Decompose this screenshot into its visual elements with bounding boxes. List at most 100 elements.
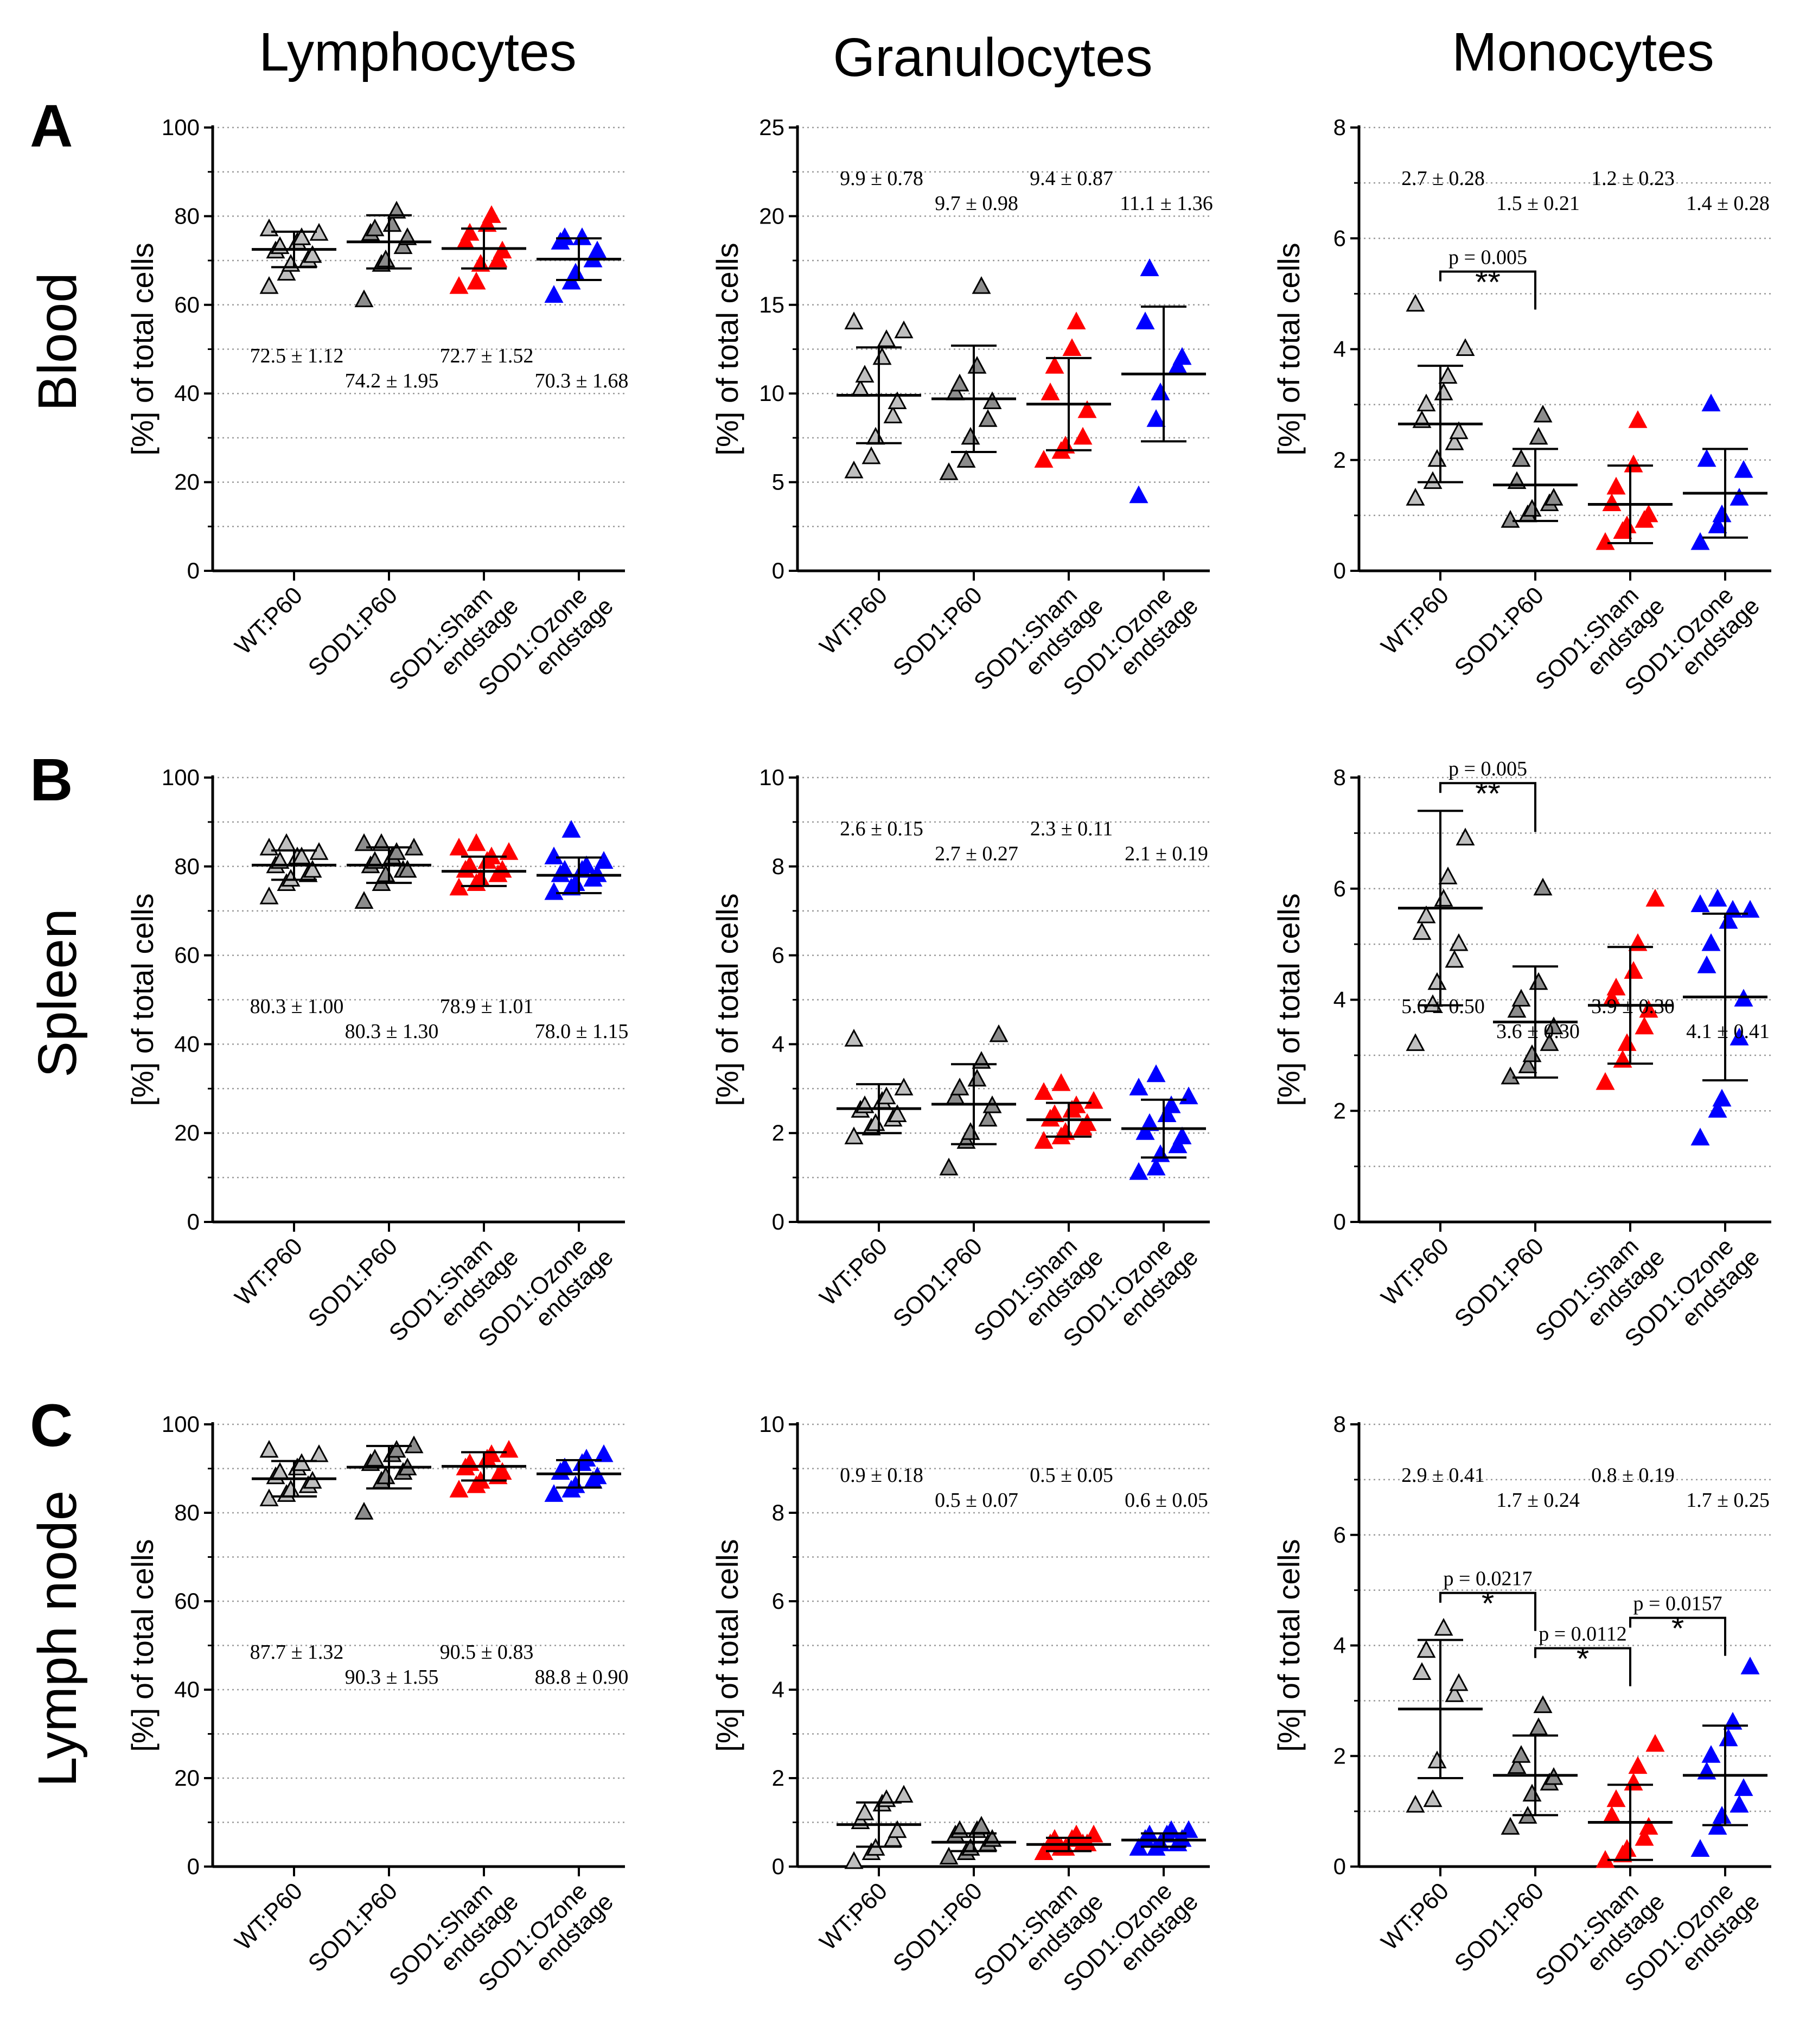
data-point: [577, 1449, 596, 1467]
data-point: [1602, 493, 1622, 511]
stat-label-sod1-sham: 1.2 ± 0.23: [1591, 167, 1675, 190]
data-point: [950, 1078, 969, 1096]
stat-label-sod1-ozone: 11.1 ± 1.36: [1120, 192, 1212, 215]
data-point: [1701, 1745, 1721, 1763]
data-point: [1034, 1082, 1054, 1100]
data-point: [1730, 488, 1749, 506]
data-point: [1690, 1839, 1710, 1857]
data-point: [281, 254, 301, 272]
data-point: [950, 373, 969, 392]
data-point: [292, 1453, 311, 1471]
stat-label-sod1-p60: 90.3 ± 1.55: [345, 1666, 439, 1689]
data-point: [1449, 933, 1469, 951]
series-wt-p60: [837, 1029, 921, 1144]
x-tick-label-line: SOD1:P60: [888, 1233, 987, 1332]
data-point: [1406, 1033, 1425, 1051]
stat-label-wt-p60: 2.9 ± 0.41: [1401, 1464, 1485, 1487]
significance-stars: *: [1671, 1610, 1684, 1647]
bracket-line: [1439, 782, 1536, 832]
y-tick-label: 60: [174, 1588, 200, 1614]
data-point: [1708, 889, 1727, 907]
stat-label-sod1-p60: 1.5 ± 0.21: [1496, 192, 1580, 215]
significance-stars: **: [1475, 264, 1501, 301]
data-point: [1416, 1640, 1436, 1658]
y-tick-label: 6: [772, 1588, 784, 1614]
row-letters: A B C: [30, 93, 73, 1459]
data-point: [1412, 922, 1432, 940]
y-tick-label: 20: [759, 203, 784, 228]
data-point: [1701, 933, 1721, 951]
y-axis-label: [%] of total cells: [710, 893, 744, 1106]
data-point: [1690, 532, 1710, 550]
data-point: [1412, 1662, 1432, 1680]
series-wt-p60: [1398, 1618, 1483, 1813]
data-point: [961, 426, 980, 445]
data-point: [1501, 510, 1520, 528]
significance-stars: **: [1475, 775, 1501, 812]
data-point: [588, 240, 607, 259]
data-point: [555, 227, 575, 245]
p-value-label: p = 0.0112: [1539, 1623, 1627, 1646]
data-point: [978, 409, 998, 427]
stat-label-sod1-sham: 3.9 ± 0.30: [1591, 995, 1675, 1018]
x-tick-label-sod1-sham: SOD1:Shamendstage: [1530, 574, 1670, 714]
x-tick-label-wt-p60: WT:P60: [229, 1877, 308, 1956]
data-point: [1624, 1773, 1643, 1791]
data-point: [398, 859, 417, 878]
data-point: [404, 1435, 424, 1454]
data-point: [1701, 393, 1721, 412]
series-sod1-p60: [1493, 877, 1578, 1085]
stat-label-sod1-ozone: 70.3 ± 1.68: [535, 370, 629, 392]
series-sod1-p60: [1493, 1695, 1578, 1835]
x-tick-label-sod1-ozone: SOD1:Ozoneendstage: [473, 574, 618, 719]
x-tick-label-wt-p60: WT:P60: [814, 582, 892, 660]
x-tick-label-line: WT:P60: [229, 1877, 308, 1956]
data-point: [1140, 1113, 1159, 1131]
data-point: [844, 460, 864, 479]
significance-bracket: *p = 0.0157: [1629, 1593, 1726, 1656]
data-point: [1501, 1066, 1520, 1085]
significance-bracket: *p = 0.0217: [1439, 1568, 1536, 1631]
data-point: [1708, 1100, 1727, 1118]
data-point: [978, 1109, 998, 1127]
stat-label-sod1-p60: 80.3 ± 1.30: [345, 1020, 439, 1043]
stat-label-wt-p60: 9.9 ± 0.78: [840, 167, 923, 190]
data-point: [1077, 1113, 1097, 1131]
stat-label-wt-p60: 2.6 ± 0.15: [840, 817, 923, 840]
data-point: [844, 311, 864, 329]
y-axis-label: [%] of total cells: [125, 893, 159, 1106]
y-tick-label: 4: [772, 1677, 784, 1702]
data-point: [354, 1501, 374, 1520]
data-point: [277, 263, 296, 281]
y-tick-label: 15: [759, 292, 784, 317]
stat-label-wt-p60: 72.5 ± 1.12: [250, 345, 344, 367]
series-sod1-sham: [1588, 889, 1673, 1090]
data-point: [1062, 338, 1082, 356]
y-tick-label: 2: [1333, 1743, 1346, 1768]
series-sod1-p60: [931, 276, 1016, 480]
data-point: [844, 1126, 864, 1144]
data-point: [544, 1484, 564, 1502]
data-point: [1045, 1104, 1064, 1122]
series-sod1-sham: [442, 205, 526, 294]
data-point: [1445, 432, 1464, 450]
p-value-label: p = 0.0217: [1444, 1568, 1533, 1590]
data-point: [1084, 1091, 1103, 1109]
series-wt-p60: [837, 1785, 921, 1869]
data-point: [1434, 889, 1453, 907]
data-point: [1628, 1756, 1648, 1774]
data-point: [1712, 1088, 1732, 1107]
data-point: [1529, 972, 1548, 990]
stat-label-wt-p60: 80.3 ± 1.00: [250, 995, 344, 1018]
series-wt-p60: [252, 218, 336, 294]
data-point: [877, 329, 896, 347]
data-point: [1544, 1016, 1564, 1035]
data-point: [259, 886, 279, 905]
data-point: [303, 859, 322, 878]
bracket-line: [1439, 270, 1536, 310]
data-point: [939, 1846, 959, 1865]
data-point: [572, 227, 592, 245]
data-point: [1179, 1086, 1198, 1105]
y-tick-label: 6: [1333, 1522, 1346, 1548]
